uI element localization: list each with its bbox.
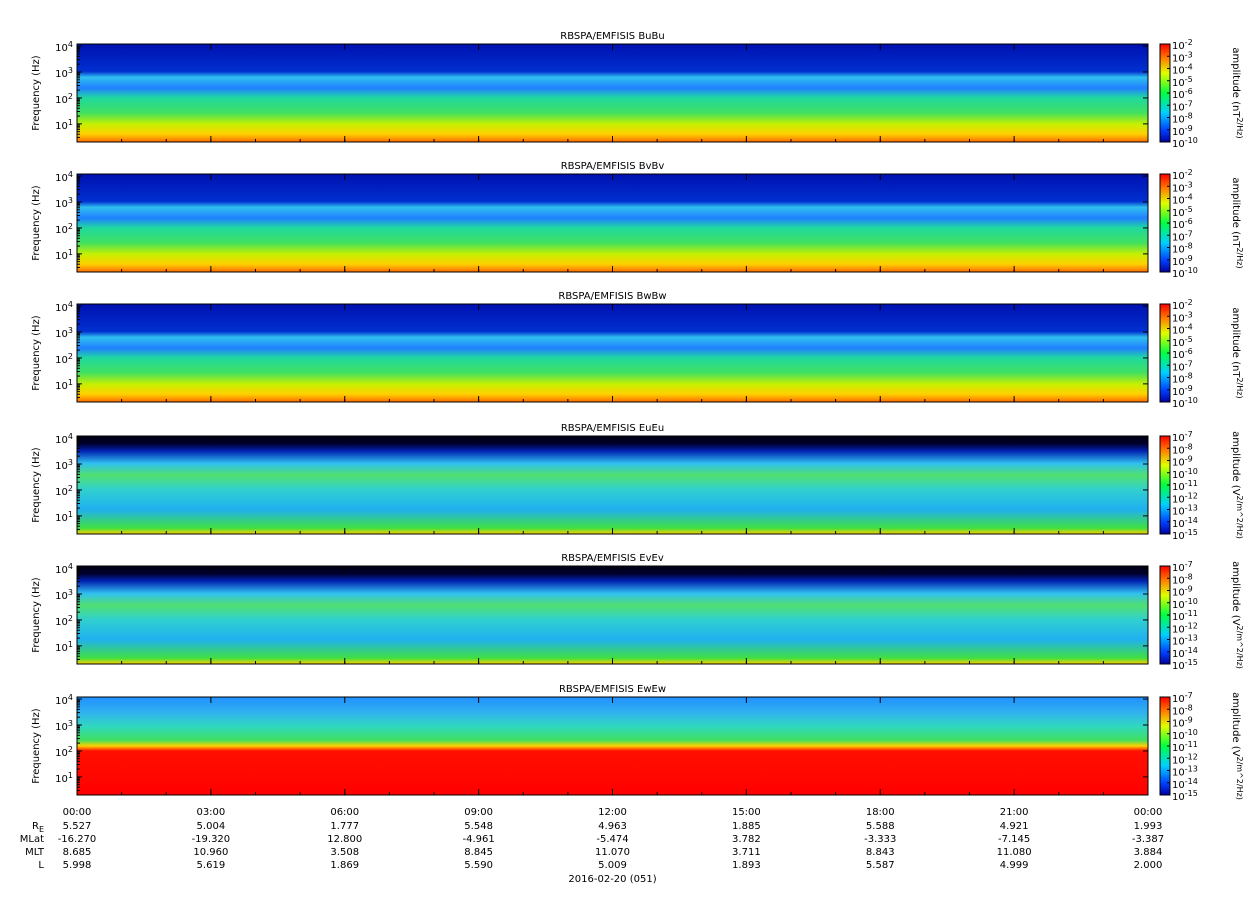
y-tick-label: 103 <box>55 65 73 80</box>
y-tick-label: 101 <box>55 247 73 262</box>
spectrogram-image <box>77 436 1148 534</box>
ephemeris-value: 1.885 <box>732 821 761 832</box>
colorbar-label: amplitude (V2/m^2/Hz) <box>1230 561 1245 669</box>
ephemeris-value: 12.800 <box>327 834 362 845</box>
x-tick-label: 09:00 <box>464 807 493 818</box>
y-tick-label: 103 <box>55 325 73 340</box>
y-tick-label: 104 <box>55 40 73 55</box>
spectrogram-image <box>77 304 1148 402</box>
ephemeris-value: 5.548 <box>464 821 493 832</box>
ephemeris-label: MLT <box>25 847 45 858</box>
y-tick-label: 104 <box>55 432 73 447</box>
ephemeris-value: 11.080 <box>997 847 1032 858</box>
ephemeris-value: -5.474 <box>596 834 628 845</box>
x-tick-label: 03:00 <box>196 807 225 818</box>
ephemeris-value: 4.963 <box>598 821 627 832</box>
ephemeris-value: 5.590 <box>464 860 493 871</box>
ephemeris-value: 8.685 <box>63 847 92 858</box>
ephemeris-value: 5.588 <box>866 821 895 832</box>
ephemeris-value: 1.893 <box>732 860 761 871</box>
y-tick-label: 104 <box>55 693 73 708</box>
x-tick-label: 00:00 <box>1134 807 1163 818</box>
spectrogram-image <box>77 44 1148 142</box>
ephemeris-value: 10.960 <box>193 847 228 858</box>
ephemeris-value: 2.000 <box>1134 860 1163 871</box>
y-tick-label: 104 <box>55 562 73 577</box>
ephemeris-value: -4.961 <box>463 834 495 845</box>
ephemeris-value: 4.921 <box>1000 821 1029 832</box>
y-tick-label: 103 <box>55 195 73 210</box>
ephemeris-value: 1.777 <box>330 821 359 832</box>
y-tick-label: 101 <box>55 639 73 654</box>
ephemeris-value: 5.998 <box>63 860 92 871</box>
ephemeris-value: 4.999 <box>1000 860 1029 871</box>
x-tick-label: 15:00 <box>732 807 761 818</box>
ephemeris-label: RE <box>32 821 44 834</box>
colorbar-label: amplitude (V2/m^2/Hz) <box>1230 692 1245 800</box>
y-axis-label: Frequency (Hz) <box>31 447 42 523</box>
ephemeris-label: L <box>38 860 44 871</box>
ephemeris-value: -7.145 <box>998 834 1030 845</box>
ephemeris-value: 11.070 <box>595 847 630 858</box>
y-tick-label: 102 <box>55 744 73 759</box>
y-tick-label: 101 <box>55 509 73 524</box>
ephemeris-value: 8.845 <box>464 847 493 858</box>
spectrogram-image <box>77 174 1148 272</box>
y-tick-label: 103 <box>55 718 73 733</box>
panel-title: RBSPA/EMFISIS EwEw <box>559 684 666 695</box>
panel-title: RBSPA/EMFISIS EuEu <box>561 423 664 434</box>
y-axis-label: Frequency (Hz) <box>31 185 42 261</box>
y-tick-label: 102 <box>55 91 73 106</box>
colorbar-label: amplitude (V2/m^2/Hz) <box>1230 431 1245 539</box>
ephemeris-value: -3.333 <box>864 834 896 845</box>
ephemeris-value: -19.320 <box>192 834 231 845</box>
ephemeris-value: 3.508 <box>330 847 359 858</box>
y-axis-label: Frequency (Hz) <box>31 55 42 131</box>
x-tick-label: 00:00 <box>63 807 92 818</box>
date-label: 2016-02-20 (051) <box>568 874 656 885</box>
y-tick-label: 102 <box>55 221 73 236</box>
y-tick-label: 103 <box>55 587 73 602</box>
panel-title: RBSPA/EMFISIS BvBv <box>561 161 665 172</box>
x-tick-label: 12:00 <box>598 807 627 818</box>
panel-title: RBSPA/EMFISIS BuBu <box>560 31 664 42</box>
y-axis-label: Frequency (Hz) <box>31 577 42 653</box>
ephemeris-label: MLat <box>20 834 44 845</box>
ephemeris-value: 1.869 <box>330 860 359 871</box>
ephemeris-value: 5.587 <box>866 860 895 871</box>
ephemeris-value: 5.619 <box>197 860 226 871</box>
x-tick-label: 06:00 <box>330 807 359 818</box>
colorbar-label: amplitude (nT2/Hz) <box>1230 307 1245 398</box>
ephemeris-value: 5.009 <box>598 860 627 871</box>
colorbar-label: amplitude (nT2/Hz) <box>1230 47 1245 138</box>
y-tick-label: 102 <box>55 483 73 498</box>
panel-title: RBSPA/EMFISIS BwBw <box>558 291 666 302</box>
ephemeris-value: -16.270 <box>58 834 97 845</box>
x-tick-label: 18:00 <box>866 807 895 818</box>
y-tick-label: 104 <box>55 170 73 185</box>
y-tick-label: 104 <box>55 300 73 315</box>
y-axis-label: Frequency (Hz) <box>31 708 42 784</box>
y-tick-label: 102 <box>55 351 73 366</box>
ephemeris-value: 3.782 <box>732 834 761 845</box>
y-tick-label: 101 <box>55 117 73 132</box>
y-tick-label: 102 <box>55 613 73 628</box>
spectrogram-image <box>77 566 1148 664</box>
ephemeris-value: 5.004 <box>197 821 226 832</box>
panel-title: RBSPA/EMFISIS EvEv <box>561 553 664 564</box>
ephemeris-value: 3.711 <box>732 847 761 858</box>
ephemeris-value: 5.527 <box>63 821 92 832</box>
ephemeris-value: 8.843 <box>866 847 895 858</box>
ephemeris-value: -3.387 <box>1132 834 1164 845</box>
y-axis-label: Frequency (Hz) <box>31 315 42 391</box>
colorbar-label: amplitude (nT2/Hz) <box>1230 177 1245 268</box>
y-tick-label: 101 <box>55 377 73 392</box>
ephemeris-value: 3.884 <box>1134 847 1163 858</box>
x-tick-label: 21:00 <box>1000 807 1029 818</box>
y-tick-label: 103 <box>55 457 73 472</box>
spectrogram-image <box>77 697 1148 795</box>
y-tick-label: 101 <box>55 770 73 785</box>
ephemeris-value: 1.993 <box>1134 821 1163 832</box>
